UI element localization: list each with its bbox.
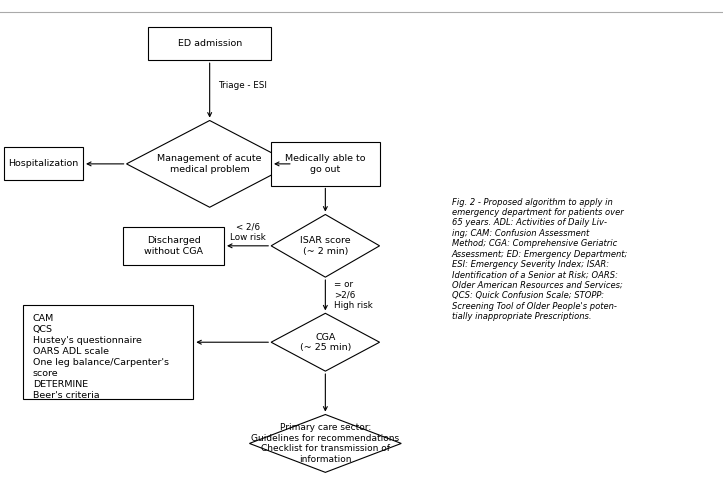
Text: score: score [33,369,59,378]
Polygon shape [271,214,380,277]
Polygon shape [127,120,293,207]
Bar [148,27,271,60]
Bar [4,147,83,180]
Bar [123,227,224,265]
Bar [24,305,193,399]
Text: Triage - ESI: Triage - ESI [218,81,268,90]
Text: Beer's criteria: Beer's criteria [33,391,100,400]
Polygon shape [249,415,401,472]
Text: CAM: CAM [33,313,54,322]
Bar [271,142,380,186]
Text: QCS: QCS [33,325,53,334]
Text: Primary care sector:
Guidelines for recommendations
Checklist for transmission o: Primary care sector: Guidelines for reco… [252,423,399,464]
Text: Discharged
without CGA: Discharged without CGA [144,236,203,255]
Text: < 2/6
Low risk: < 2/6 Low risk [230,223,265,242]
Polygon shape [271,313,380,371]
Text: Hustey's questionnaire: Hustey's questionnaire [33,335,142,345]
Text: Fig. 2 - Proposed algorithm to apply in
emergency department for patients over
6: Fig. 2 - Proposed algorithm to apply in … [452,198,628,321]
Text: Medically able to
go out: Medically able to go out [285,154,366,174]
Text: ISAR score
(~ 2 min): ISAR score (~ 2 min) [300,236,351,255]
Text: Hospitalization: Hospitalization [8,160,79,168]
Text: One leg balance/Carpenter's: One leg balance/Carpenter's [33,358,169,367]
Text: DETERMINE: DETERMINE [33,380,88,389]
Text: = or
>2/6
High risk: = or >2/6 High risk [334,281,373,310]
Text: CGA
(~ 25 min): CGA (~ 25 min) [299,333,351,352]
Text: OARS ADL scale: OARS ADL scale [33,347,109,356]
Text: ED admission: ED admission [178,39,241,48]
Text: Management of acute
medical problem: Management of acute medical problem [158,154,262,174]
